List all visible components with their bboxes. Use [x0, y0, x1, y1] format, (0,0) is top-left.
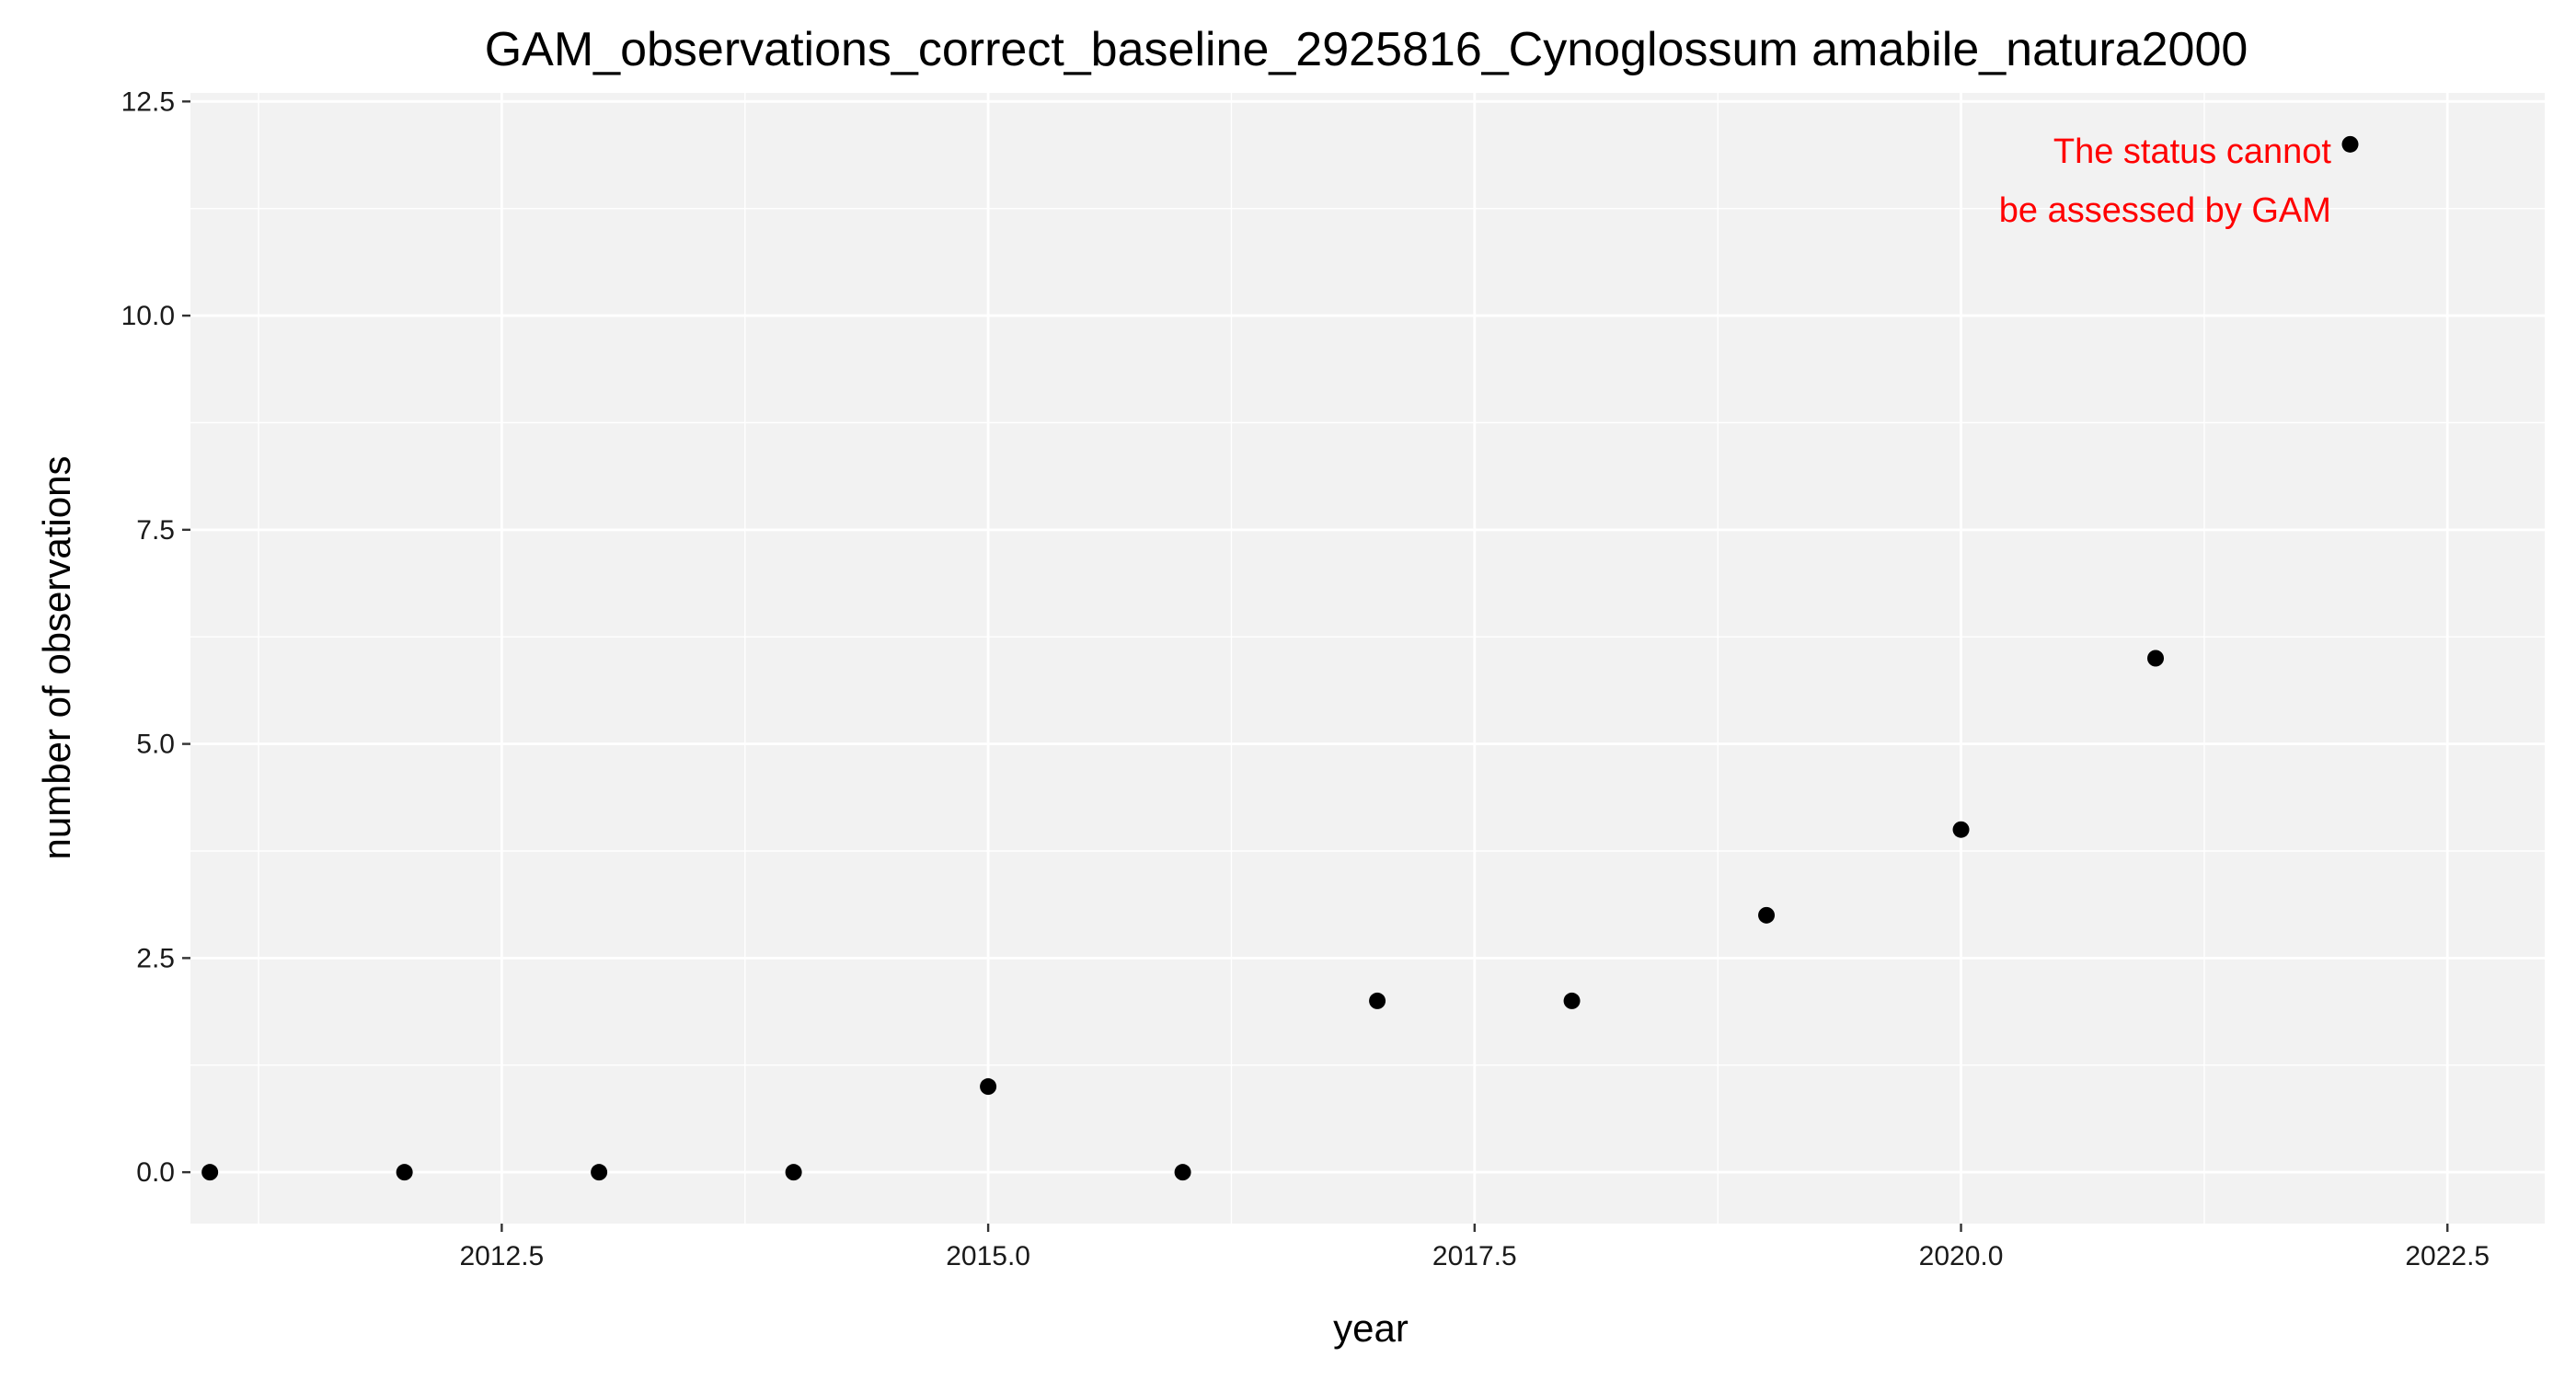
- data-point: [396, 1164, 413, 1181]
- y-tick-label: 0.0: [136, 1157, 175, 1188]
- data-point: [1563, 992, 1581, 1009]
- x-tick-label: 2020.0: [1919, 1241, 2004, 1271]
- y-axis-title: number of observations: [35, 456, 78, 860]
- annotation-line: The status cannot: [2053, 132, 2332, 171]
- chart-title: GAM_observations_correct_baseline_292581…: [485, 23, 2248, 76]
- grid-minor: [190, 93, 2545, 1224]
- grid-major: [190, 93, 2545, 1224]
- x-tick-label: 2017.5: [1432, 1241, 1517, 1271]
- data-point: [1174, 1164, 1191, 1181]
- data-point: [201, 1164, 219, 1181]
- data-point: [591, 1164, 608, 1181]
- plot-panel: [190, 93, 2545, 1224]
- data-point: [1758, 906, 1776, 924]
- data-point: [1952, 821, 1970, 838]
- x-tick-label: 2012.5: [459, 1241, 544, 1271]
- x-tick-label: 2015.0: [946, 1241, 1030, 1271]
- y-tick-label: 2.5: [136, 943, 175, 973]
- y-axis: 0.0 2.5 5.0 7.5 10.0 12.5: [121, 86, 190, 1188]
- y-tick-label: 7.5: [136, 515, 175, 546]
- x-axis-title: year: [1333, 1306, 1409, 1350]
- y-tick-label: 10.0: [121, 301, 175, 331]
- data-point: [2147, 650, 2165, 667]
- annotation-line: be assessed by GAM: [1999, 191, 2331, 230]
- data-points: [201, 135, 2359, 1181]
- x-axis: 2012.5 2015.0 2017.5 2020.0 2022.5: [459, 1224, 2490, 1271]
- y-tick-label: 5.0: [136, 730, 175, 760]
- x-tick-label: 2022.5: [2405, 1241, 2490, 1271]
- y-tick-label: 12.5: [121, 86, 175, 117]
- data-point: [785, 1164, 802, 1181]
- data-point: [980, 1078, 997, 1096]
- data-point: [2341, 135, 2359, 153]
- annotation: The status cannot be assessed by GAM: [1999, 132, 2332, 230]
- data-point: [1369, 992, 1386, 1009]
